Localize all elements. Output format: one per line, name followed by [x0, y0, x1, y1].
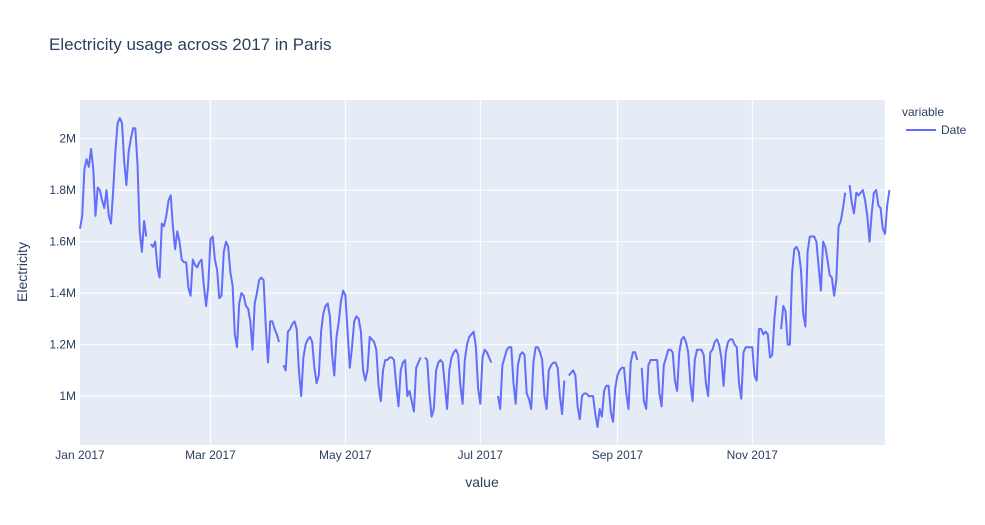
y-tick-label: 1.2M — [49, 338, 76, 352]
x-tick-label: Mar 2017 — [185, 448, 236, 462]
chart-title: Electricity usage across 2017 in Paris — [49, 35, 332, 54]
x-tick-label: Jan 2017 — [55, 448, 105, 462]
x-tick-label: May 2017 — [319, 448, 372, 462]
x-tick-label: Sep 2017 — [592, 448, 644, 462]
legend-label-date: Date — [941, 123, 967, 137]
x-axis-title: value — [465, 474, 499, 490]
legend-title: variable — [902, 105, 944, 119]
x-tick-label: Nov 2017 — [727, 448, 779, 462]
series-line-date — [79, 117, 891, 428]
legend[interactable]: variable Date — [902, 105, 967, 137]
y-tick-label: 1.4M — [49, 286, 76, 300]
grid-lines — [80, 100, 885, 445]
y-tick-label: 1M — [59, 389, 76, 403]
plot-area — [80, 100, 885, 445]
y-tick-label: 2M — [59, 132, 76, 146]
y-tick-label: 1.6M — [49, 235, 76, 249]
y-tick-label: 1.8M — [49, 183, 76, 197]
x-tick-label: Jul 2017 — [458, 448, 504, 462]
y-axis-title: Electricity — [14, 242, 30, 302]
tick-labels: 1M 1.2M 1.4M 1.6M 1.8M 2M Jan 2017 Mar 2017 May … — [49, 132, 778, 462]
series-line-layer — [79, 117, 891, 428]
